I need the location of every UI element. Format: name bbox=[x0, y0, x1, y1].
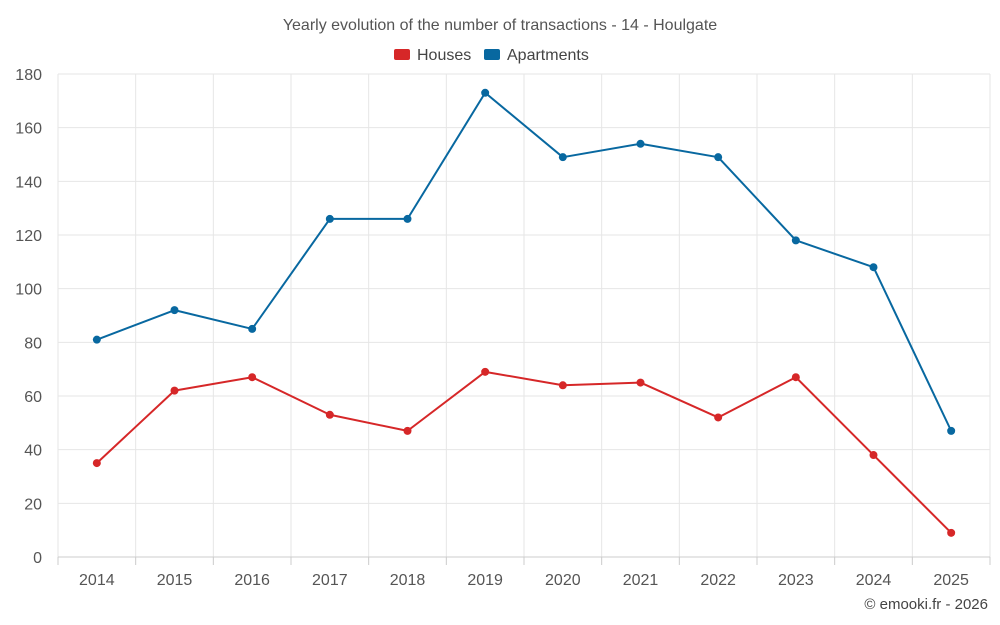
y-tick-label: 140 bbox=[15, 174, 42, 191]
x-tick-label: 2023 bbox=[778, 572, 814, 589]
legend-label-houses[interactable]: Houses bbox=[417, 47, 471, 64]
data-point-houses[interactable] bbox=[558, 381, 567, 390]
x-tick-label: 2014 bbox=[79, 572, 115, 589]
series-line-houses bbox=[96, 370, 952, 534]
series-layer bbox=[92, 88, 956, 537]
data-point-houses[interactable] bbox=[481, 367, 490, 376]
y-tick-label: 60 bbox=[24, 389, 42, 406]
data-point-apartments[interactable] bbox=[558, 153, 567, 162]
data-point-houses[interactable] bbox=[947, 528, 956, 537]
data-point-houses[interactable] bbox=[714, 413, 723, 422]
y-tick-label: 0 bbox=[33, 550, 42, 567]
data-point-apartments[interactable] bbox=[947, 426, 956, 435]
data-point-houses[interactable] bbox=[636, 378, 645, 387]
data-point-apartments[interactable] bbox=[170, 306, 179, 315]
x-tick-label: 2021 bbox=[623, 572, 659, 589]
y-tick-label: 160 bbox=[15, 121, 42, 138]
legend-label-apartments[interactable]: Apartments bbox=[507, 47, 589, 64]
x-tick-label: 2015 bbox=[157, 572, 193, 589]
legend-swatch-apartments bbox=[484, 49, 500, 60]
x-tick-label: 2025 bbox=[933, 572, 969, 589]
data-point-houses[interactable] bbox=[170, 386, 179, 395]
y-tick-label: 120 bbox=[15, 228, 42, 245]
x-tick-label: 2020 bbox=[545, 572, 581, 589]
y-tick-label: 100 bbox=[15, 282, 42, 299]
credit-text: © emooki.fr - 2026 bbox=[864, 596, 988, 613]
data-point-houses[interactable] bbox=[869, 451, 878, 460]
data-point-apartments[interactable] bbox=[869, 263, 878, 272]
data-point-apartments[interactable] bbox=[791, 236, 800, 245]
data-point-apartments[interactable] bbox=[92, 335, 101, 344]
x-tick-label: 2024 bbox=[856, 572, 892, 589]
series-line-apartments bbox=[96, 91, 953, 432]
data-point-apartments[interactable] bbox=[325, 214, 334, 223]
legend-swatch-houses bbox=[394, 49, 410, 60]
grid bbox=[57, 73, 991, 565]
data-point-apartments[interactable] bbox=[403, 214, 412, 223]
y-tick-label: 40 bbox=[24, 443, 42, 460]
x-tick-label: 2017 bbox=[312, 572, 348, 589]
chart-title: Yearly evolution of the number of transa… bbox=[283, 17, 717, 34]
x-tick-label: 2022 bbox=[700, 572, 736, 589]
y-tick-label: 80 bbox=[24, 335, 42, 352]
data-point-apartments[interactable] bbox=[714, 153, 723, 162]
legend: Houses Apartments bbox=[394, 47, 589, 64]
data-point-houses[interactable] bbox=[325, 410, 334, 419]
y-axis: 0 20 40 60 80 100 120 140 160 180 bbox=[15, 67, 42, 567]
data-point-apartments[interactable] bbox=[248, 324, 257, 333]
data-point-houses[interactable] bbox=[92, 459, 101, 468]
data-point-apartments[interactable] bbox=[481, 88, 490, 97]
y-tick-label: 20 bbox=[24, 496, 42, 513]
data-point-apartments[interactable] bbox=[636, 139, 645, 148]
data-point-houses[interactable] bbox=[403, 426, 412, 435]
data-point-houses[interactable] bbox=[791, 373, 800, 382]
x-tick-label: 2018 bbox=[390, 572, 426, 589]
data-point-houses[interactable] bbox=[248, 373, 257, 382]
x-tick-label: 2019 bbox=[467, 572, 503, 589]
y-tick-label: 180 bbox=[15, 67, 42, 84]
x-axis: 2014 2015 2016 2017 2018 2019 2020 2021 2022 2023… bbox=[79, 572, 969, 589]
x-tick-label: 2016 bbox=[234, 572, 270, 589]
